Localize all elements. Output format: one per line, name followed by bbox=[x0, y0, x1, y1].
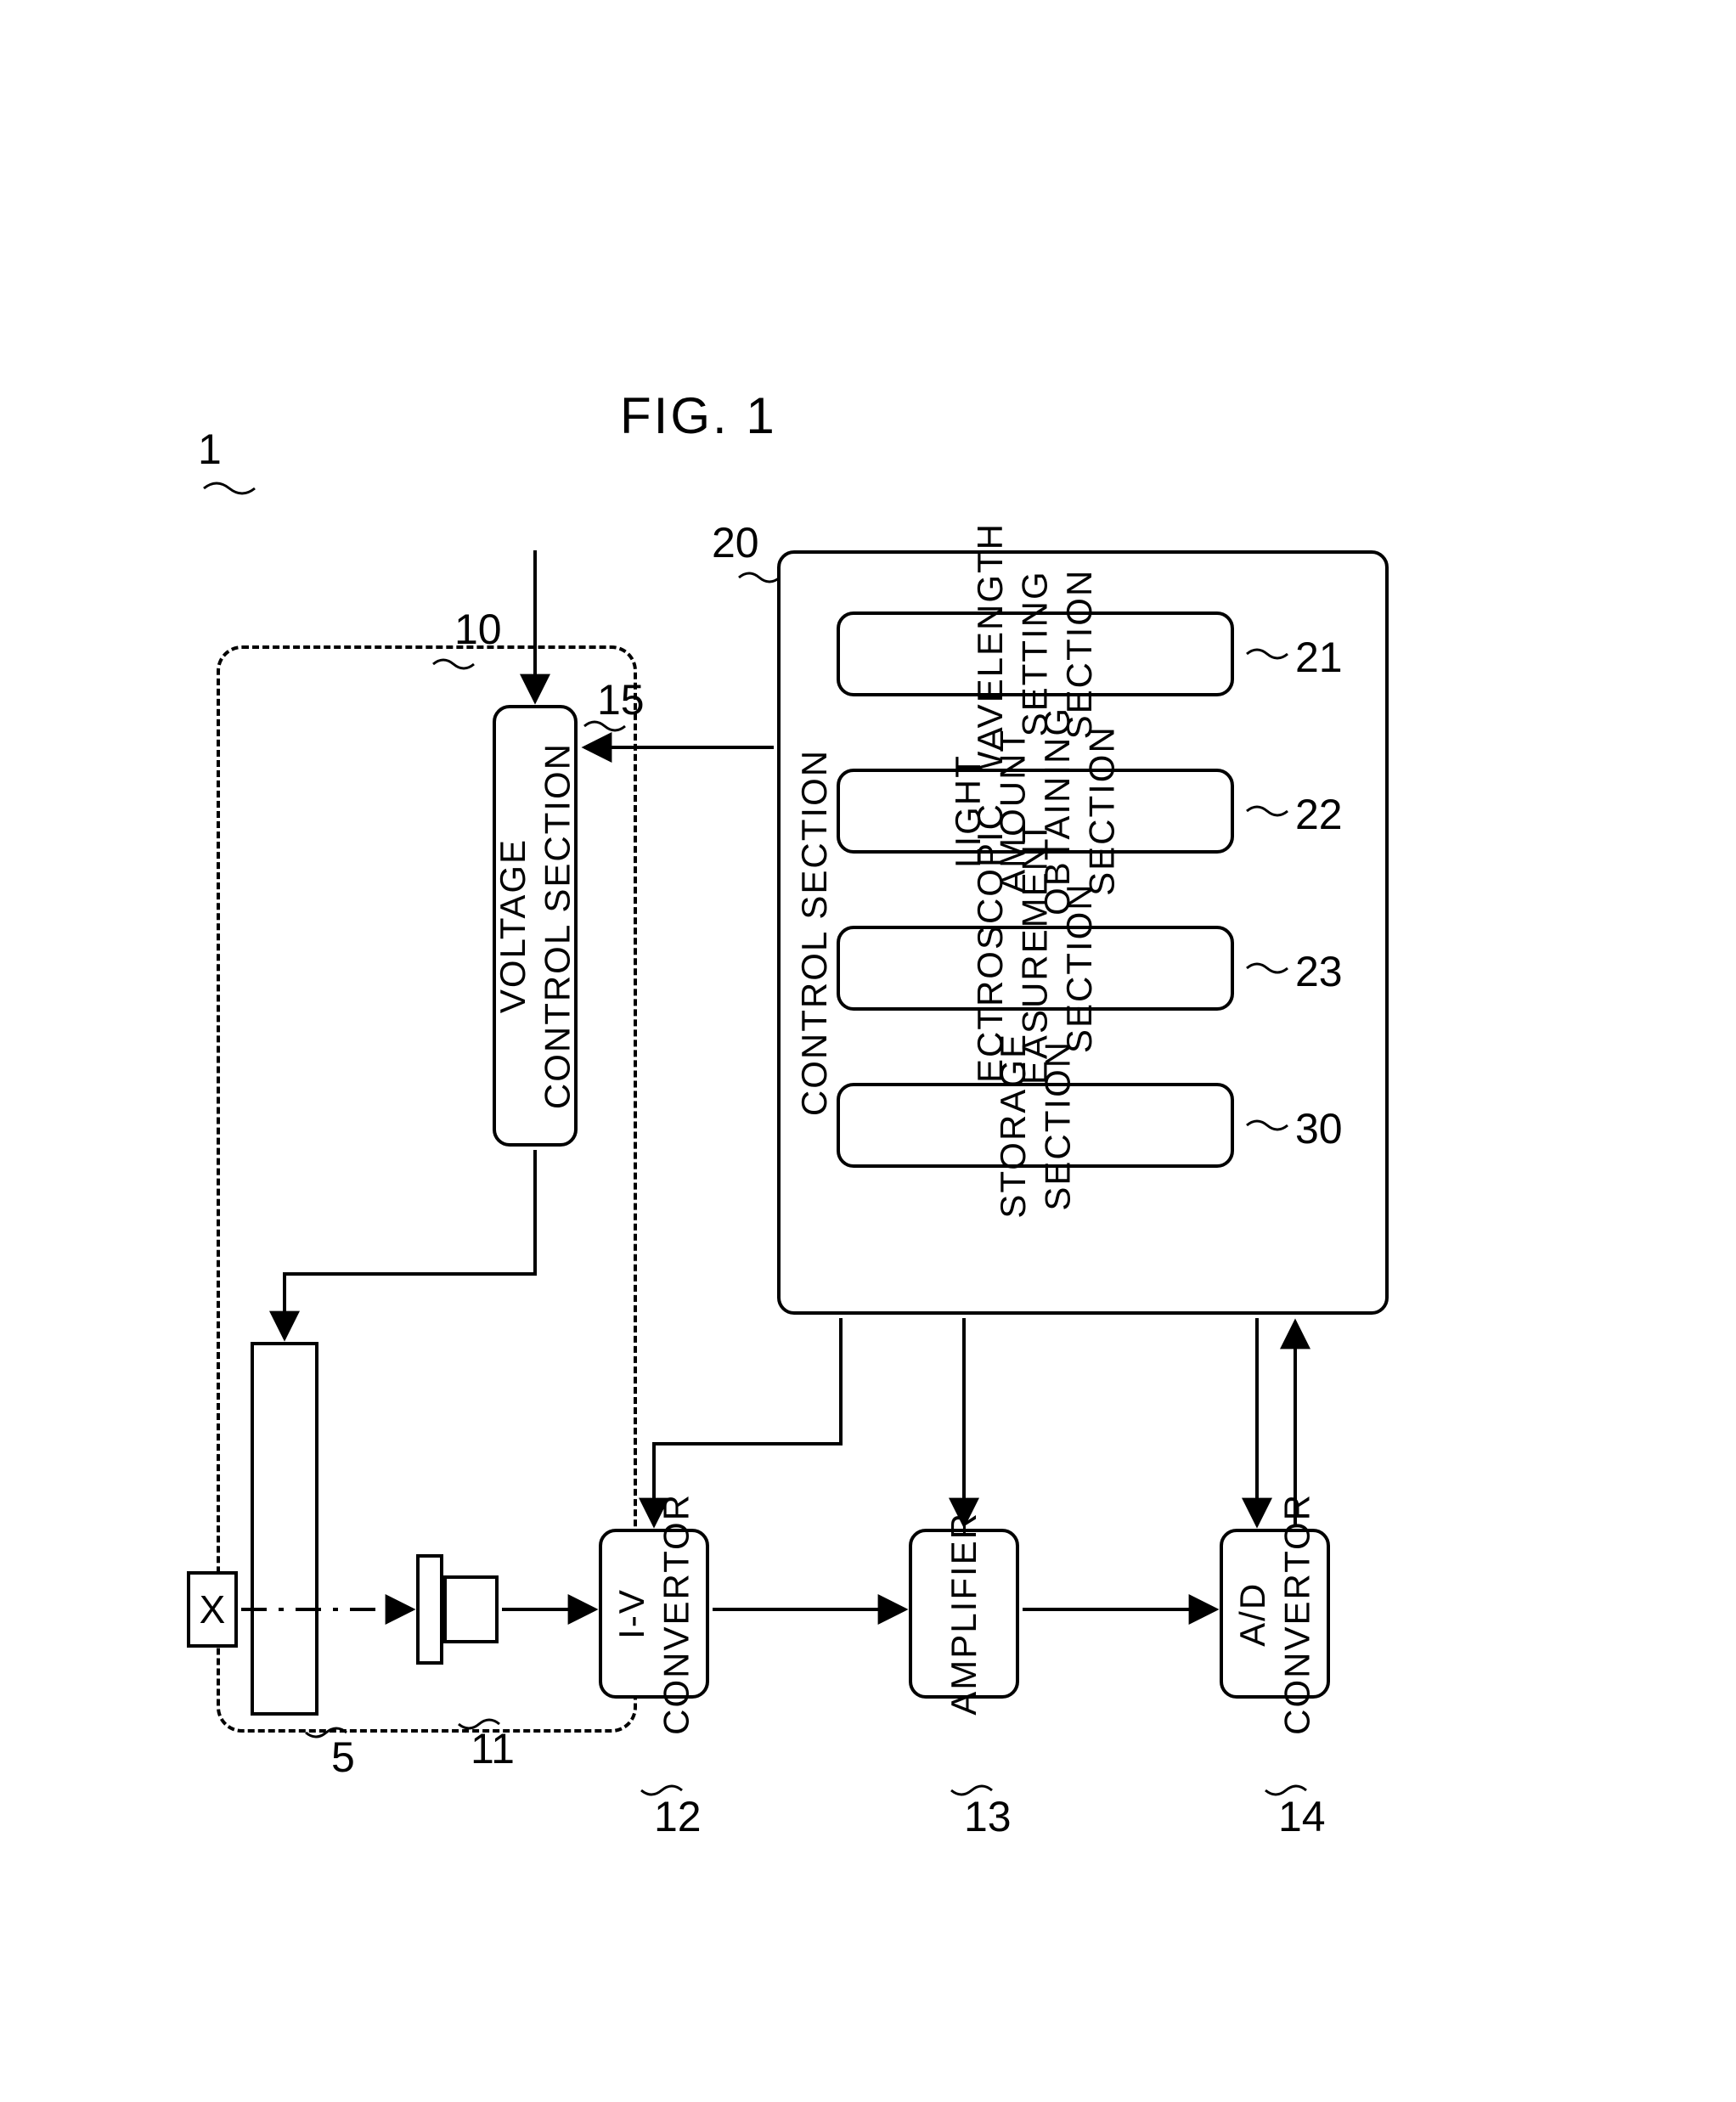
iv-convertor-box: I-VCONVERTOR bbox=[599, 1529, 709, 1699]
filter-box bbox=[251, 1342, 318, 1716]
voltage-control-label: VOLTAGECONTROL SECTION bbox=[491, 742, 580, 1109]
storage-box: STORAGE SECTION bbox=[837, 1083, 1234, 1168]
ref-13: 13 bbox=[964, 1792, 1012, 1841]
ref-5: 5 bbox=[331, 1733, 355, 1782]
iv-convertor-label: I-VCONVERTOR bbox=[610, 1493, 699, 1735]
figure-title: FIG. 1 bbox=[620, 386, 777, 445]
spectroscopic-box: SPECTROSCOPICMEASUREMENT SECTION bbox=[837, 926, 1234, 1011]
ref-15: 15 bbox=[597, 675, 645, 724]
ref-22: 22 bbox=[1295, 790, 1343, 839]
ref-12: 12 bbox=[654, 1792, 702, 1841]
storage-label: STORAGE SECTION bbox=[991, 1033, 1080, 1219]
wavelength-setting-box: WAVELENGTHSETTING SECTION bbox=[837, 611, 1234, 696]
ref-1: 1 bbox=[198, 425, 222, 474]
sensor-plate bbox=[416, 1554, 443, 1665]
ref-20: 20 bbox=[712, 518, 759, 567]
amplifier-box: AMPLIFIER bbox=[909, 1529, 1019, 1699]
ref-10: 10 bbox=[454, 605, 502, 654]
ref-21: 21 bbox=[1295, 633, 1343, 682]
ref-23: 23 bbox=[1295, 947, 1343, 996]
adc-label: A/DCONVERTOR bbox=[1231, 1493, 1320, 1735]
sensor-body bbox=[443, 1575, 499, 1643]
voltage-control-box: VOLTAGECONTROL SECTION bbox=[493, 705, 578, 1147]
ref-11: 11 bbox=[471, 1724, 515, 1773]
control-section-label: CONTROL SECTION bbox=[792, 749, 837, 1116]
source-marker: X bbox=[187, 1571, 238, 1648]
amplifier-label: AMPLIFIER bbox=[942, 1512, 987, 1716]
adc-box: A/DCONVERTOR bbox=[1220, 1529, 1330, 1699]
diagram-canvas: FIG. 1 CONTROL SECTION WAVELENGTHSETTING… bbox=[0, 0, 1736, 2102]
ref-14: 14 bbox=[1278, 1792, 1326, 1841]
ref-30: 30 bbox=[1295, 1104, 1343, 1153]
